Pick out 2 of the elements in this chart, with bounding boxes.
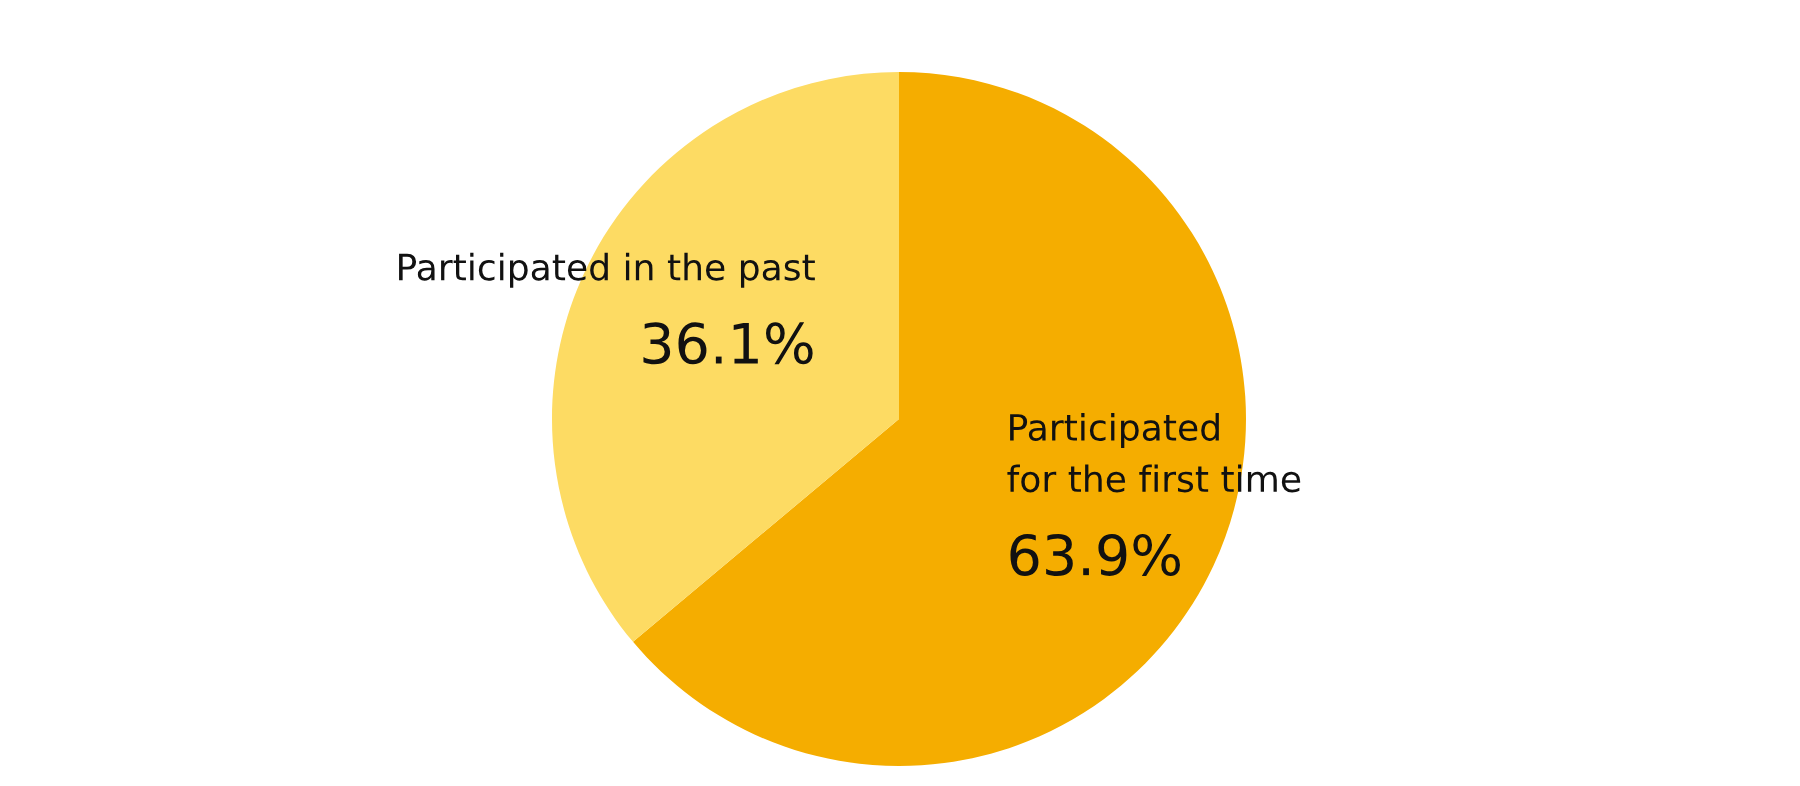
data-label: 36.1% — [643, 322, 813, 365]
data-label: 63.9% — [1010, 533, 1180, 576]
